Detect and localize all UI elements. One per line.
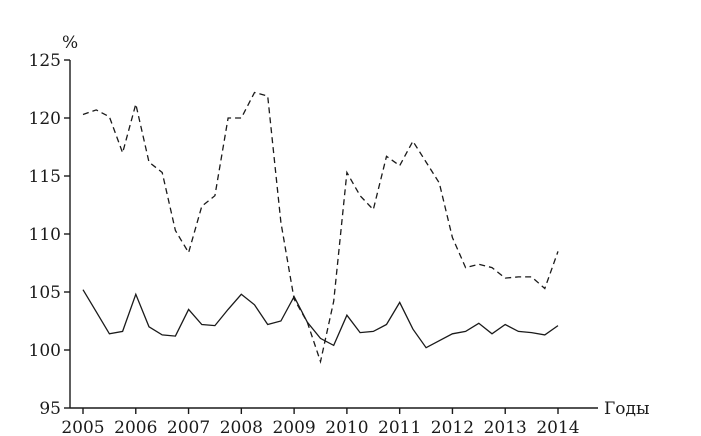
x-tick-label: 2007 [167, 418, 210, 436]
x-tick-label: 2012 [431, 418, 474, 436]
y-tick-label: 125 [29, 51, 61, 71]
y-tick-label: 110 [29, 225, 61, 245]
x-tick-label: 2008 [220, 418, 263, 436]
x-tick-label: 2011 [378, 418, 421, 436]
x-tick-label: 2010 [325, 418, 368, 436]
axes [69, 60, 598, 409]
x-axis-label: Годы [604, 399, 650, 419]
x-tick-label: 2013 [484, 418, 527, 436]
y-tick-label: 120 [29, 109, 61, 129]
x-tick-label: 2014 [536, 418, 579, 436]
y-tick-label: 95 [39, 399, 61, 419]
x-tick-label: 2009 [272, 418, 315, 436]
x-tick-label: 2006 [114, 418, 157, 436]
y-tick-label: 100 [29, 341, 61, 361]
dashed-series-line [82, 91, 559, 365]
y-ticks: 95 100 105 110 115 120 125 [29, 51, 70, 419]
series-layer [82, 91, 559, 365]
x-ticks: 2005 2006 2007 2008 2009 2010 2011 2012 2013 2014 [61, 408, 580, 436]
solid-series-line [82, 289, 559, 349]
y-tick-label: 115 [29, 167, 61, 187]
x-tick-label: 2005 [61, 418, 104, 436]
y-axis-label: % [62, 33, 78, 53]
y-tick-label: 105 [29, 283, 61, 303]
